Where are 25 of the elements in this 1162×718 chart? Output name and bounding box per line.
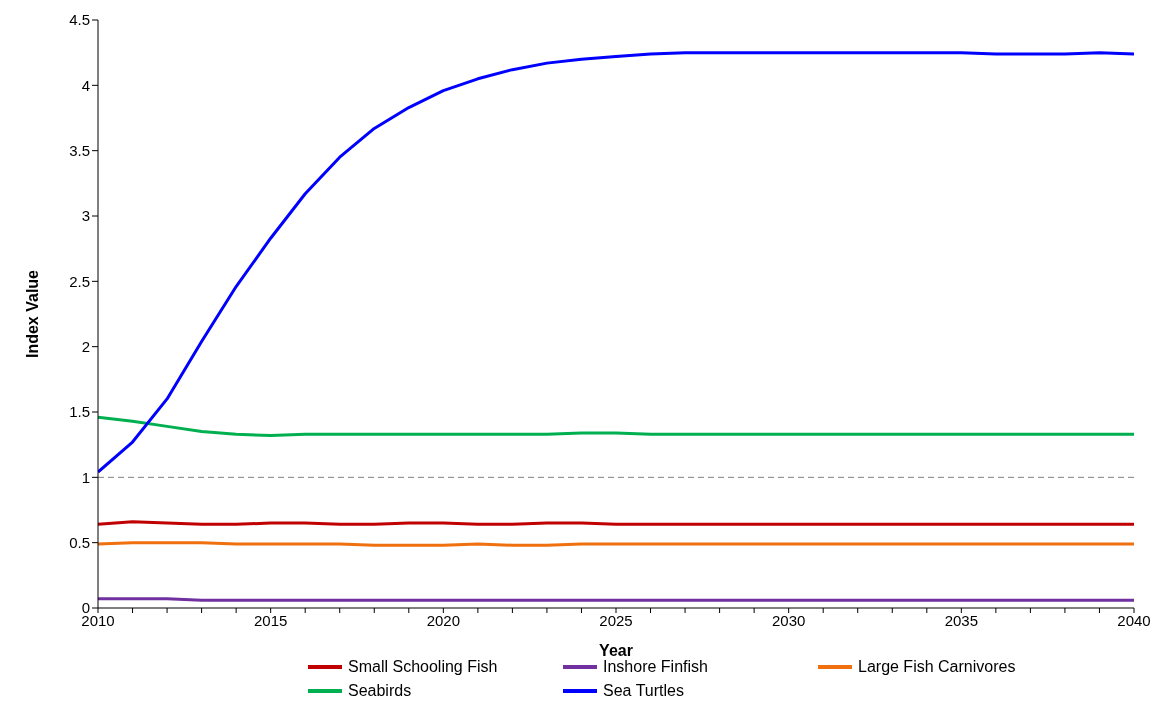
y-tick-label: 1 — [81, 468, 90, 486]
line-series — [98, 415, 1134, 438]
legend-label: Inshore Finfish — [603, 658, 708, 676]
y-tick-label: 0.5 — [69, 533, 90, 551]
legend-label: Seabirds — [348, 682, 412, 700]
y-tick-label: 4 — [81, 76, 90, 94]
y-tick-label: 0 — [81, 599, 90, 617]
x-tick-label: 2025 — [599, 611, 633, 629]
x-tick-label: 2040 — [1117, 611, 1151, 629]
legend-label: Small Schooling Fish — [348, 658, 498, 676]
y-tick-label: 2 — [81, 337, 90, 355]
x-axis-title: Year — [599, 642, 633, 659]
x-tick-label: 2020 — [426, 611, 461, 629]
y-tick-label: 3 — [81, 207, 90, 225]
y-tick-label: 1.5 — [69, 403, 90, 421]
x-tick-label: 2015 — [253, 611, 288, 629]
legend-label: Large Fish Carnivores — [858, 658, 1016, 676]
y-tick-label: 3.5 — [69, 141, 90, 159]
legend-label: Sea Turtles — [603, 682, 684, 700]
x-tick-label: 2035 — [944, 611, 979, 629]
y-axis-title: Index Value — [23, 269, 41, 359]
x-tick-label: 2030 — [771, 611, 806, 629]
y-tick-label: 2.5 — [69, 272, 90, 290]
line-series — [98, 51, 1134, 474]
y-tick-label: 4.5 — [69, 11, 90, 29]
